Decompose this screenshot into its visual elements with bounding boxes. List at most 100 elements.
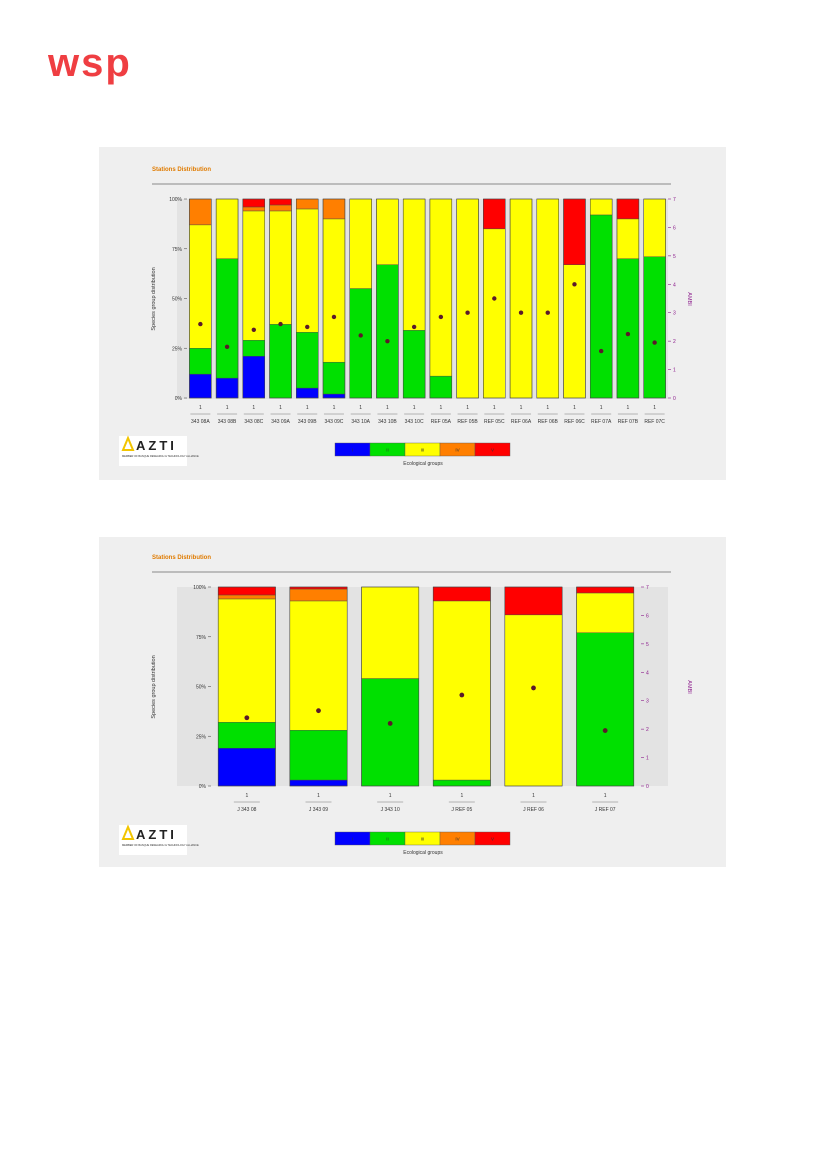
wsp-logo: wsp bbox=[48, 46, 130, 85]
bar-segment-V bbox=[432, 586, 491, 602]
x-tick-number: 1 bbox=[600, 405, 603, 411]
x-tick-label: J 343 09 bbox=[309, 807, 328, 813]
x-tick-number: 1 bbox=[317, 793, 320, 799]
ambi-point bbox=[465, 310, 470, 315]
bar-segment-III bbox=[576, 592, 635, 633]
bar-segment-III bbox=[242, 210, 265, 341]
bar-segment-III bbox=[217, 598, 276, 723]
ambi-point bbox=[438, 314, 444, 320]
legend-label: III bbox=[421, 837, 425, 842]
ambi-axis-label: AMBI bbox=[686, 680, 692, 694]
ambi-point bbox=[518, 310, 524, 315]
stations-chart-2: Stations Distribution 0% 25% 50% 75% 100% 0 1… bbox=[119, 555, 692, 856]
ambi-point bbox=[316, 708, 321, 714]
bars bbox=[189, 198, 666, 399]
azti-tagline: MEMBER OF BASQUE RESEARCH & TECHNOLOGY A… bbox=[122, 843, 199, 847]
x-tick-number: 1 bbox=[466, 405, 469, 411]
legend-label: III bbox=[421, 448, 425, 453]
x-tick-number: 1 bbox=[604, 793, 607, 799]
x-tick-number: 1 bbox=[386, 405, 389, 411]
x-tick-number: 1 bbox=[493, 405, 496, 411]
x-tick-label: REF 06C bbox=[564, 419, 585, 425]
x-tick-label: REF 05C bbox=[484, 419, 505, 425]
bar-segment-V bbox=[576, 586, 635, 594]
bar-outline bbox=[643, 198, 666, 399]
legend-label: V bbox=[491, 837, 494, 842]
legend-title: Ecological groups bbox=[403, 850, 443, 856]
bar-segment-III bbox=[296, 208, 319, 333]
bar-outline bbox=[215, 198, 239, 399]
bar-segment-II bbox=[296, 332, 319, 389]
bar-segment-V bbox=[242, 198, 265, 208]
ambi-point bbox=[492, 296, 497, 301]
bar-segment-III bbox=[456, 198, 479, 399]
ambi-tick-label: 0 bbox=[673, 396, 676, 402]
y-tick-label: 75% bbox=[196, 635, 207, 641]
bar-outline bbox=[289, 586, 348, 787]
x-tick-number: 1 bbox=[279, 405, 282, 411]
x-tick-number: 1 bbox=[245, 793, 248, 799]
bar-segment-III bbox=[402, 198, 426, 331]
bar-segment-III bbox=[616, 218, 640, 259]
ambi-tick-label: 6 bbox=[646, 613, 649, 619]
bar-segment-II bbox=[361, 678, 420, 787]
bar-segment-II bbox=[376, 264, 399, 399]
ambi-tick-label: 3 bbox=[673, 311, 676, 317]
ambi-point bbox=[385, 338, 390, 344]
x-tick-label: 343 08A bbox=[191, 419, 210, 425]
stations-distribution-panel-2: Stations Distribution 0% 25% 50% 75% 100% 0 1… bbox=[99, 537, 726, 867]
x-tick-number: 1 bbox=[573, 405, 576, 411]
bar-outline bbox=[504, 586, 563, 787]
x-tick-label: REF 06B bbox=[538, 419, 559, 425]
stations-chart-1: Stations Distribution 0% 25% 50% 75% 100% 0 1… bbox=[119, 167, 692, 467]
bar-segment-III bbox=[376, 198, 399, 265]
bar-segment-I bbox=[322, 393, 346, 399]
bar-segment-I bbox=[217, 747, 276, 787]
ambi-point bbox=[459, 692, 465, 698]
y-tick-label: 100% bbox=[193, 585, 206, 591]
x-axis: 1 J 343 08 1 J 343 09 1 J 343 10 1 J REF 05 1 J R… bbox=[233, 793, 619, 813]
bar-segment-II bbox=[289, 730, 348, 781]
bar-segment-II bbox=[402, 330, 426, 399]
y-tick-label: 75% bbox=[172, 247, 183, 253]
bar-outline bbox=[269, 198, 292, 399]
bar-segment-II bbox=[590, 214, 613, 399]
bar-segment-V bbox=[616, 198, 640, 220]
x-tick-number: 1 bbox=[306, 405, 309, 411]
legend: I II III IV V bbox=[334, 442, 511, 457]
bar-outline bbox=[509, 198, 533, 399]
ambi-point bbox=[198, 321, 203, 327]
x-tick-number: 1 bbox=[226, 405, 229, 411]
ambi-point bbox=[598, 348, 604, 354]
x-tick-label: REF 05A bbox=[431, 419, 452, 425]
bar-segment-III bbox=[322, 218, 346, 363]
bar-segment-II bbox=[189, 348, 212, 375]
x-tick-number: 1 bbox=[333, 405, 336, 411]
bar-segment-I bbox=[189, 373, 212, 399]
ambi-point bbox=[602, 728, 608, 733]
ambi-point bbox=[358, 333, 363, 338]
ambi-tick-label: 4 bbox=[646, 670, 649, 676]
ambi-tick-label: 2 bbox=[646, 727, 649, 733]
azti-logo: AZTI MEMBER OF BASQUE RESEARCH & TECHNOL… bbox=[119, 824, 199, 855]
bar-segment-II bbox=[269, 324, 292, 399]
x-tick-label: J REF 07 bbox=[595, 807, 616, 813]
y-tick-label: 25% bbox=[196, 734, 207, 740]
bar-segment-V bbox=[217, 586, 276, 596]
bar-segment-III bbox=[429, 198, 453, 377]
ambi-points bbox=[244, 685, 608, 733]
stations-distribution-panel-1: Stations Distribution 0% 25% 50% 75% 100% 0 1… bbox=[99, 147, 726, 480]
bar-segment-IV bbox=[322, 198, 346, 220]
bar-outline bbox=[536, 198, 559, 399]
bar-outline bbox=[483, 198, 506, 399]
bar-outline bbox=[296, 198, 319, 399]
bar-segment-I bbox=[289, 779, 348, 787]
bar-segment-II bbox=[217, 722, 276, 749]
x-tick-label: REF 05B bbox=[457, 419, 478, 425]
azti-tagline: MEMBER OF BASQUE RESEARCH & TECHNOLOGY A… bbox=[122, 454, 199, 458]
ambi-point bbox=[531, 685, 536, 691]
ambi-point bbox=[251, 327, 257, 332]
bar-outline bbox=[242, 198, 266, 399]
x-tick-label: 343 09A bbox=[271, 419, 290, 425]
ambi-tick-label: 2 bbox=[673, 339, 676, 345]
